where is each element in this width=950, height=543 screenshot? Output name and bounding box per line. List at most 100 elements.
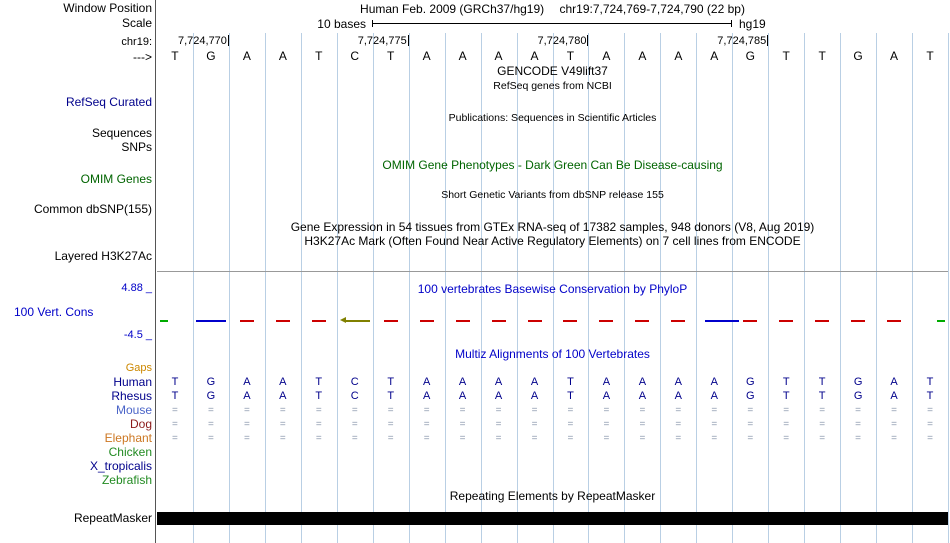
alignment-identity-mark: = xyxy=(783,419,790,430)
reference-base-letter: T xyxy=(566,49,575,63)
track-label-snps[interactable]: SNPs xyxy=(121,140,152,154)
alignment-base-letter: C xyxy=(350,390,359,402)
conservation-score-mark xyxy=(705,320,740,322)
reference-base-letter: A xyxy=(242,49,251,63)
track-subtitle-refseq[interactable]: RefSeq genes from NCBI xyxy=(493,80,612,92)
alignment-base-letter: C xyxy=(350,376,359,388)
species-label-chicken[interactable]: Chicken xyxy=(108,445,152,459)
track-title-repeatmasker[interactable]: Repeating Elements by RepeatMasker xyxy=(449,489,656,503)
alignment-identity-mark: = xyxy=(783,405,790,416)
alignment-base-letter: T xyxy=(567,376,574,388)
track-title-gencode[interactable]: GENCODE V49lift37 xyxy=(497,64,608,78)
conservation-score-mark xyxy=(239,320,254,322)
alignment-base-letter: T xyxy=(818,376,826,388)
alignment-base-letter: G xyxy=(853,390,863,402)
position-tick-mark xyxy=(767,35,769,46)
grid-line xyxy=(480,33,482,543)
track-title-omim[interactable]: OMIM Gene Phenotypes - Dark Green Can Be… xyxy=(382,158,723,172)
species-label-zebrafish[interactable]: Zebrafish xyxy=(101,473,152,487)
alignment-identity-mark: = xyxy=(711,419,718,430)
track-title-multiz[interactable]: Multiz Alignments of 100 Vertebrates xyxy=(455,347,650,361)
reference-base-letter: A xyxy=(278,49,287,63)
repeatmasker-element-bar[interactable] xyxy=(157,512,948,525)
track-label-omim-genes[interactable]: OMIM Genes xyxy=(80,172,152,186)
alignment-base-letter: A xyxy=(890,390,898,402)
conservation-score-mark xyxy=(491,320,506,322)
grid-line xyxy=(660,33,662,543)
alignment-identity-mark: = xyxy=(459,433,466,444)
grid-line xyxy=(228,33,230,543)
conservation-score-mark xyxy=(311,320,326,322)
reference-base-letter: A xyxy=(890,49,899,63)
species-label-rhesus[interactable]: Rhesus xyxy=(111,389,152,403)
species-label-dog[interactable]: Dog xyxy=(129,417,152,431)
reference-base-letter: G xyxy=(853,49,863,63)
position-tick-label: 7,724,775 xyxy=(358,35,409,47)
alignment-identity-mark: = xyxy=(423,419,430,430)
conservation-max-value: 4.88 _ xyxy=(121,282,152,294)
alignment-identity-mark: = xyxy=(279,419,286,430)
alignment-identity-mark: = xyxy=(855,433,862,444)
grid-line xyxy=(948,33,949,543)
alignment-identity-mark: = xyxy=(819,419,826,430)
alignment-identity-mark: = xyxy=(675,419,682,430)
alignment-identity-mark: = xyxy=(927,433,933,444)
label-main-divider xyxy=(155,0,156,543)
alignment-base-letter: A xyxy=(638,376,647,388)
track-title-h3k27ac[interactable]: H3K27Ac Mark (Often Found Near Active Re… xyxy=(304,234,801,248)
section-divider-line xyxy=(157,271,948,272)
alignment-identity-mark: = xyxy=(567,405,574,416)
species-label-human[interactable]: Human xyxy=(113,375,152,389)
track-label-common-dbsnp[interactable]: Common dbSNP(155) xyxy=(33,202,152,216)
conservation-arrow-mark xyxy=(339,317,370,324)
alignment-base-letter: T xyxy=(782,376,790,388)
track-subtitle-dbsnp[interactable]: Short Genetic Variants from dbSNP releas… xyxy=(441,189,664,201)
conservation-min-value: -4.5 _ xyxy=(123,329,152,341)
alignment-identity-mark: = xyxy=(747,419,754,430)
track-label-repeatmasker[interactable]: RepeatMasker xyxy=(73,511,152,525)
conservation-score-mark xyxy=(599,320,614,322)
track-label-gaps[interactable]: Gaps xyxy=(125,362,152,374)
alignment-identity-mark: = xyxy=(531,433,538,444)
conservation-score-mark xyxy=(159,320,168,322)
position-number: 7,724,785 xyxy=(717,35,767,47)
alignment-base-letter: T xyxy=(567,390,574,402)
alignment-identity-mark: = xyxy=(639,405,646,416)
alignment-base-letter: T xyxy=(818,390,826,402)
position-range-title: chr19:7,724,769-7,724,790 (22 bp) xyxy=(559,2,745,16)
alignment-identity-mark: = xyxy=(387,405,394,416)
alignment-identity-mark: = xyxy=(675,433,682,444)
track-title-conservation[interactable]: 100 vertebrates Basewise Conservation by… xyxy=(417,282,688,296)
track-title-publications[interactable]: Publications: Sequences in Scientific Ar… xyxy=(448,112,657,124)
grid-line xyxy=(696,33,698,543)
alignment-identity-mark: = xyxy=(243,419,250,430)
alignment-identity-mark: = xyxy=(819,405,826,416)
label-scale: Scale xyxy=(121,16,152,30)
position-tick-label: 7,724,770 xyxy=(178,35,229,47)
alignment-base-letter: A xyxy=(890,376,898,388)
alignment-identity-mark: = xyxy=(531,419,538,430)
species-label-mouse[interactable]: Mouse xyxy=(115,403,152,417)
species-label-elephant[interactable]: Elephant xyxy=(104,431,152,445)
grid-line xyxy=(192,33,194,543)
alignment-base-letter: A xyxy=(279,376,287,388)
track-label-refseq-curated[interactable]: RefSeq Curated xyxy=(65,95,152,109)
species-label-x_tropicalis[interactable]: X_tropicalis xyxy=(89,459,152,473)
grid-line xyxy=(300,33,302,543)
alignment-base-letter: T xyxy=(171,390,179,402)
alignment-identity-mark: = xyxy=(495,405,502,416)
reference-base-letter: A xyxy=(674,49,683,63)
alignment-identity-mark: = xyxy=(927,419,933,430)
track-label-layered-h3k27ac[interactable]: Layered H3K27Ac xyxy=(54,249,152,263)
alignment-identity-mark: = xyxy=(172,405,178,416)
track-label-100-vert-cons[interactable]: 100 Vert. Cons xyxy=(14,305,94,319)
conservation-score-mark xyxy=(743,320,758,322)
track-label-sequences[interactable]: Sequences xyxy=(91,126,152,140)
assembly-title: Human Feb. 2009 (GRCh37/hg19) xyxy=(360,2,545,16)
position-number: 7,724,775 xyxy=(357,35,407,47)
alignment-identity-mark: = xyxy=(711,433,718,444)
track-title-gtex[interactable]: Gene Expression in 54 tissues from GTEx … xyxy=(290,220,815,234)
alignment-identity-mark: = xyxy=(172,419,178,430)
alignment-base-letter: T xyxy=(926,390,934,402)
